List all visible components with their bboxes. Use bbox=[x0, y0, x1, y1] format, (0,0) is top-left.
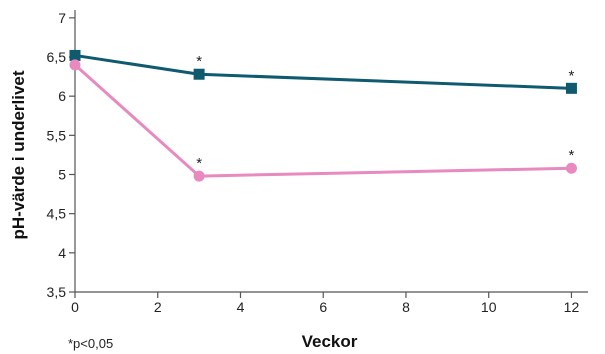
footnote: *p<0,05 bbox=[68, 336, 113, 351]
series-line bbox=[74, 53, 572, 90]
series-1: ** bbox=[69, 49, 577, 94]
y-tick-label: 4,5 bbox=[47, 206, 67, 222]
y-axis-title: pH-värde i underlivet bbox=[9, 70, 28, 239]
data-point bbox=[69, 59, 81, 71]
significance-marker: * bbox=[196, 53, 202, 70]
x-tick-label: 0 bbox=[71, 299, 79, 315]
significance-marker: * bbox=[569, 67, 575, 84]
x-tick-label: 4 bbox=[237, 299, 245, 315]
data-point bbox=[193, 170, 205, 182]
x-tick-label: 10 bbox=[481, 299, 497, 315]
x-tick-label: 12 bbox=[564, 299, 580, 315]
y-tick-label: 6 bbox=[58, 88, 66, 104]
y-tick-label: 7 bbox=[58, 10, 66, 26]
significance-marker: * bbox=[569, 147, 575, 164]
data-point bbox=[69, 49, 81, 61]
data-point bbox=[565, 82, 577, 94]
series-2: * * bbox=[69, 59, 577, 182]
y-tick-label: 4 bbox=[58, 245, 66, 261]
y-tick-label: 6,5 bbox=[47, 49, 67, 65]
y-tick-label: 5,5 bbox=[47, 127, 67, 143]
x-tick-label: 8 bbox=[402, 299, 410, 315]
x-axis-title: Veckor bbox=[302, 332, 358, 351]
data-point bbox=[193, 68, 205, 80]
y-tick-label: 5 bbox=[58, 167, 66, 183]
significance-marker: * bbox=[196, 155, 202, 172]
data-point bbox=[565, 162, 577, 174]
series-layer: *** * bbox=[69, 49, 577, 182]
series-line bbox=[73, 63, 572, 178]
y-tick-label: 3,5 bbox=[47, 284, 67, 300]
x-tick-label: 6 bbox=[319, 299, 327, 315]
x-axis-ticks: 0 2 4 6 8 10 12 bbox=[71, 292, 579, 315]
x-tick-label: 2 bbox=[154, 299, 162, 315]
